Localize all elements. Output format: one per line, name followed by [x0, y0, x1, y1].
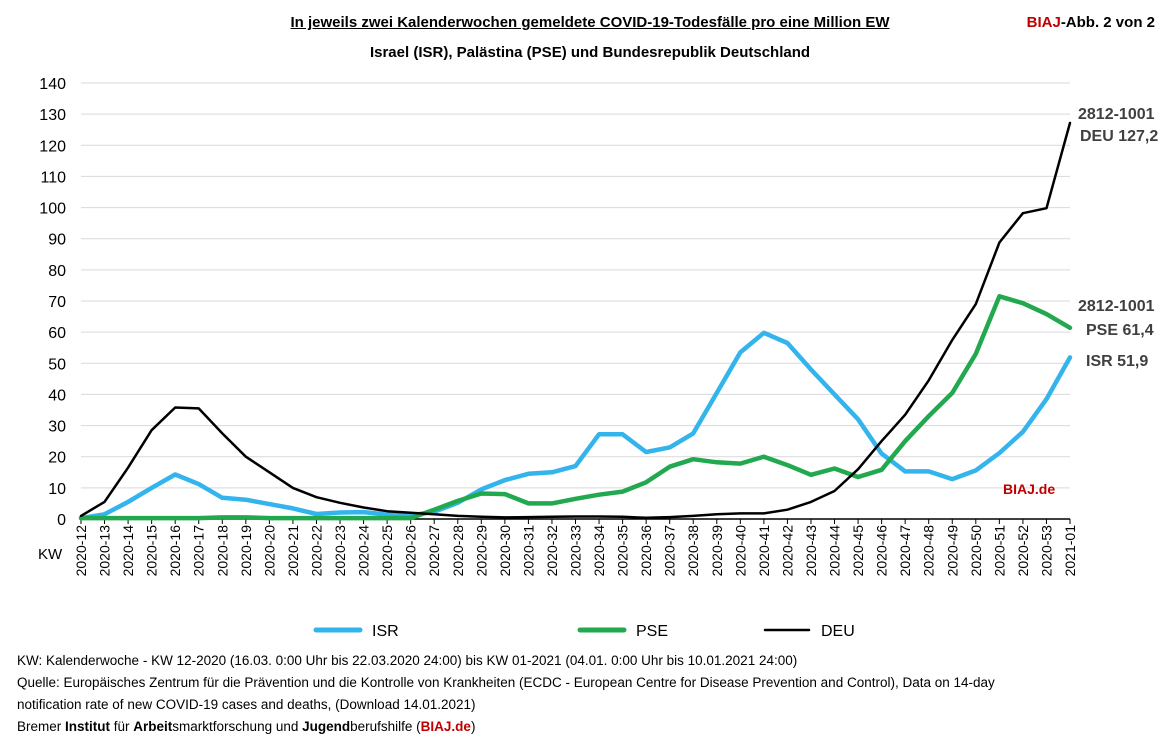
x-tick-label: 2020-40 [732, 525, 748, 577]
x-tick-label: 2020-38 [685, 525, 701, 577]
x-tick-label: 2020-44 [827, 525, 843, 577]
legend-label-deu: DEU [821, 623, 855, 640]
y-tick-label: 110 [40, 169, 66, 186]
chart-title: In jeweils zwei Kalenderwochen gemeldete… [290, 14, 890, 31]
footer-text: ) [470, 719, 476, 734]
y-tick-label: 80 [48, 263, 66, 280]
footer-bold: Arbeit [133, 719, 173, 734]
x-tick-label: 2020-15 [144, 525, 160, 577]
footer-link-biaj[interactable]: BIAJ.de [420, 719, 471, 734]
x-tick-label: 2020-42 [779, 525, 795, 577]
y-tick-label: 40 [48, 387, 66, 404]
x-tick-label: 2020-25 [379, 525, 395, 577]
x-tick-label: 2020-18 [214, 525, 230, 577]
footer-bold: Institut [65, 719, 111, 734]
series-line-deu [79, 121, 1072, 520]
x-tick-label: 2020-33 [568, 525, 584, 577]
x-axis-label: KW [38, 546, 63, 563]
x-tick-label: 2020-24 [356, 525, 372, 577]
x-tick-label: 2020-17 [191, 525, 207, 577]
x-tick-label: 2020-12 [73, 525, 89, 577]
y-tick-label: 20 [48, 450, 66, 467]
chart-annotation: 2812-1001 [1078, 106, 1155, 123]
x-tick-label: 2020-27 [426, 525, 442, 577]
footer-line-3: notification rate of new COVID-19 cases … [17, 697, 476, 712]
footer-text: Bremer [17, 719, 66, 734]
x-tick-label: 2020-52 [1015, 525, 1031, 577]
y-tick-label: 60 [48, 325, 66, 342]
x-tick-label: 2020-23 [332, 525, 348, 577]
x-tick-label: 2020-39 [709, 525, 725, 577]
x-tick-label: 2020-21 [285, 525, 301, 577]
x-tick-label: 2020-50 [968, 525, 984, 577]
x-tick-label: 2020-22 [308, 525, 324, 577]
x-tick-label: 2020-46 [874, 525, 890, 577]
x-tick-label: 2020-16 [167, 525, 183, 577]
chart-annotation: PSE 61,4 [1086, 322, 1154, 339]
x-tick-label: 2020-47 [897, 525, 913, 577]
footer-text: berufshilfe ( [350, 719, 421, 734]
x-tick-label: 2020-28 [450, 525, 466, 577]
legend-label-isr: ISR [372, 623, 399, 640]
x-tick-label: 2020-31 [520, 525, 536, 577]
chart-annotation: DEU 127,2 [1080, 128, 1158, 145]
y-tick-label: 70 [48, 294, 66, 311]
x-tick-label: 2020-48 [921, 525, 937, 577]
x-tick-label: 2020-26 [403, 525, 419, 577]
y-tick-label: 120 [39, 138, 66, 155]
badge-text: -Abb. 2 von 2 [1060, 14, 1155, 31]
y-tick-label: 10 [48, 481, 66, 498]
y-tick-label: 130 [39, 107, 66, 124]
x-tick-label: 2020-43 [803, 525, 819, 577]
legend-label-pse: PSE [636, 623, 668, 640]
footer-text: smarktforschung und [172, 719, 303, 734]
footer-notes: KW: Kalenderwoche - KW 12-2020 (16.03. 0… [17, 650, 995, 738]
footer-line-1: KW: Kalenderwoche - KW 12-2020 (16.03. 0… [17, 653, 798, 668]
chart-annotation: BIAJ.de [1003, 481, 1055, 497]
x-tick-label: 2020-29 [473, 525, 489, 577]
y-tick-label: 140 [39, 76, 66, 93]
figure-badge: BIAJ-Abb. 2 von 2 [1027, 14, 1155, 31]
x-tick-label: 2020-20 [261, 525, 277, 577]
y-tick-label: 0 [57, 512, 66, 529]
y-tick-label: 90 [48, 232, 66, 249]
x-tick-label: 2020-36 [638, 525, 654, 577]
series-line-pse [78, 294, 1073, 521]
x-tick-label: 2020-19 [238, 525, 254, 577]
footer-bold: Jugend [302, 719, 351, 734]
x-tick-label: 2020-41 [756, 525, 772, 577]
x-tick-label: 2020-30 [497, 525, 513, 577]
x-tick-label: 2020-32 [544, 525, 560, 577]
x-tick-label: 2020-53 [1038, 525, 1054, 577]
x-tick-label: 2020-35 [615, 525, 631, 577]
x-tick-label: 2020-13 [97, 525, 113, 577]
y-tick-label: 100 [39, 201, 66, 218]
footer-line-2: Quelle: Europäisches Zentrum für die Prä… [17, 675, 995, 690]
footer-text: für [110, 719, 134, 734]
chart-annotation: ISR 51,9 [1086, 353, 1148, 370]
x-tick-label: 2020-37 [662, 525, 678, 577]
chart-subtitle: Israel (ISR), Palästina (PSE) und Bundes… [369, 44, 811, 61]
x-tick-label: 2021-01 [1062, 525, 1078, 577]
footer-line-4: Bremer Institut für Arbeitsmarktforschun… [17, 716, 995, 738]
series-line-isr [78, 330, 1073, 521]
y-tick-label: 30 [48, 419, 66, 436]
x-tick-label: 2020-14 [120, 525, 136, 577]
badge-brand: BIAJ [1026, 14, 1061, 31]
x-tick-label: 2020-51 [991, 525, 1007, 577]
y-tick-label: 50 [48, 356, 66, 373]
x-tick-label: 2020-49 [944, 525, 960, 577]
x-tick-label: 2020-34 [591, 525, 607, 577]
x-tick-label: 2020-45 [850, 525, 866, 577]
chart-annotation: 2812-1001 [1078, 298, 1155, 315]
